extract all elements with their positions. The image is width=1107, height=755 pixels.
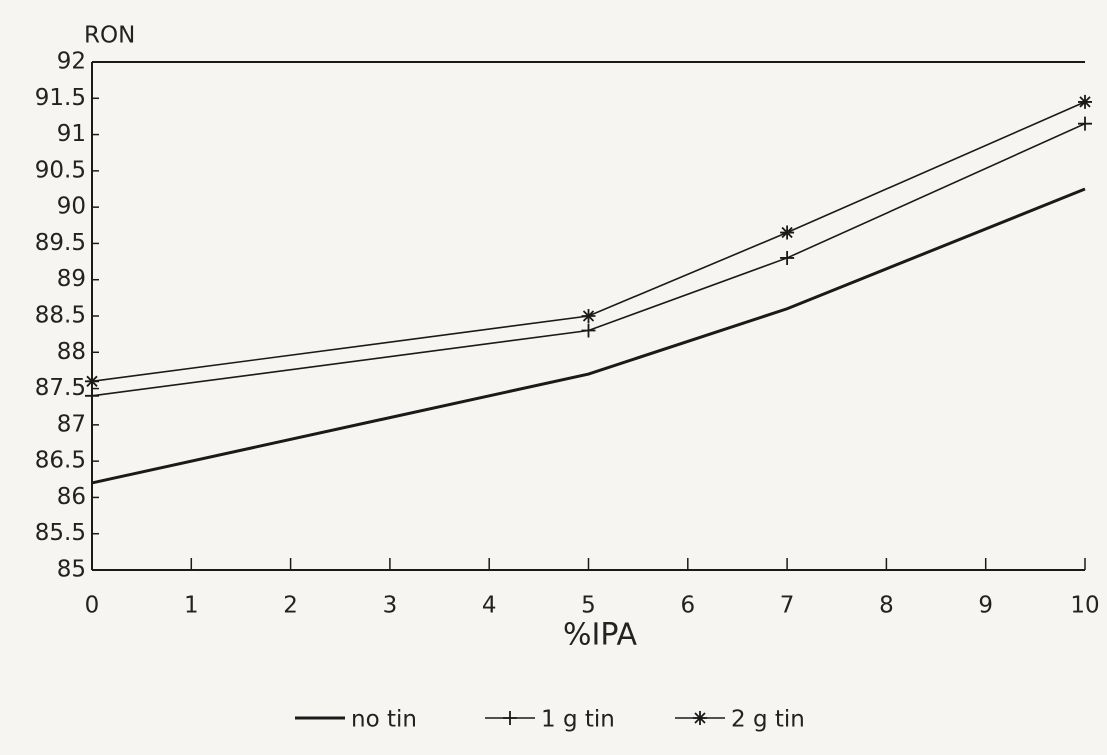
y-tick-label: 87 xyxy=(57,411,86,437)
marker xyxy=(1078,117,1092,131)
x-tick-label: 9 xyxy=(978,593,993,619)
x-tick-label: 2 xyxy=(283,593,298,619)
y-tick-label: 91 xyxy=(57,121,86,147)
y-tick-label: 90.5 xyxy=(35,157,86,183)
marker xyxy=(780,226,794,240)
x-tick-label: 4 xyxy=(482,593,497,619)
y-tick-label: 89.5 xyxy=(35,230,86,256)
x-tick-label: 0 xyxy=(85,593,100,619)
page: RON %IPA 8585.58686.58787.58888.58989.59… xyxy=(0,0,1107,755)
y-tick-label: 90 xyxy=(57,194,86,220)
legend-label: 1 g tin xyxy=(541,707,615,733)
x-tick-label: 5 xyxy=(581,593,596,619)
marker xyxy=(582,324,596,338)
legend-label: 2 g tin xyxy=(731,707,805,733)
x-tick-label: 3 xyxy=(383,593,398,619)
x-tick-label: 1 xyxy=(184,593,199,619)
x-tick-label: 6 xyxy=(680,593,695,619)
y-tick-label: 88 xyxy=(57,339,86,365)
x-tick-label: 10 xyxy=(1070,593,1099,619)
marker xyxy=(1078,95,1092,109)
y-tick-label: 86 xyxy=(57,484,86,510)
x-tick-label: 7 xyxy=(780,593,795,619)
y-tick-label: 85.5 xyxy=(35,520,86,546)
y-tick-label: 87.5 xyxy=(35,375,86,401)
series-line xyxy=(92,124,1085,396)
series-line xyxy=(92,102,1085,381)
x-axis-label: %IPA xyxy=(563,618,638,653)
x-tick-label: 8 xyxy=(879,593,894,619)
legend-label: no tin xyxy=(351,707,417,733)
marker xyxy=(503,711,517,725)
marker xyxy=(780,251,794,265)
marker xyxy=(693,711,707,725)
y-axis-label: RON xyxy=(84,23,135,49)
y-tick-label: 85 xyxy=(57,557,86,583)
y-tick-label: 86.5 xyxy=(35,448,86,474)
y-tick-label: 91.5 xyxy=(35,85,86,111)
marker xyxy=(85,389,99,403)
chart: RON %IPA 8585.58686.58787.58888.58989.59… xyxy=(0,0,1107,755)
marker xyxy=(582,309,596,323)
y-tick-label: 88.5 xyxy=(35,303,86,329)
y-tick-label: 89 xyxy=(57,266,86,292)
marker xyxy=(85,374,99,388)
y-tick-label: 92 xyxy=(57,49,86,75)
